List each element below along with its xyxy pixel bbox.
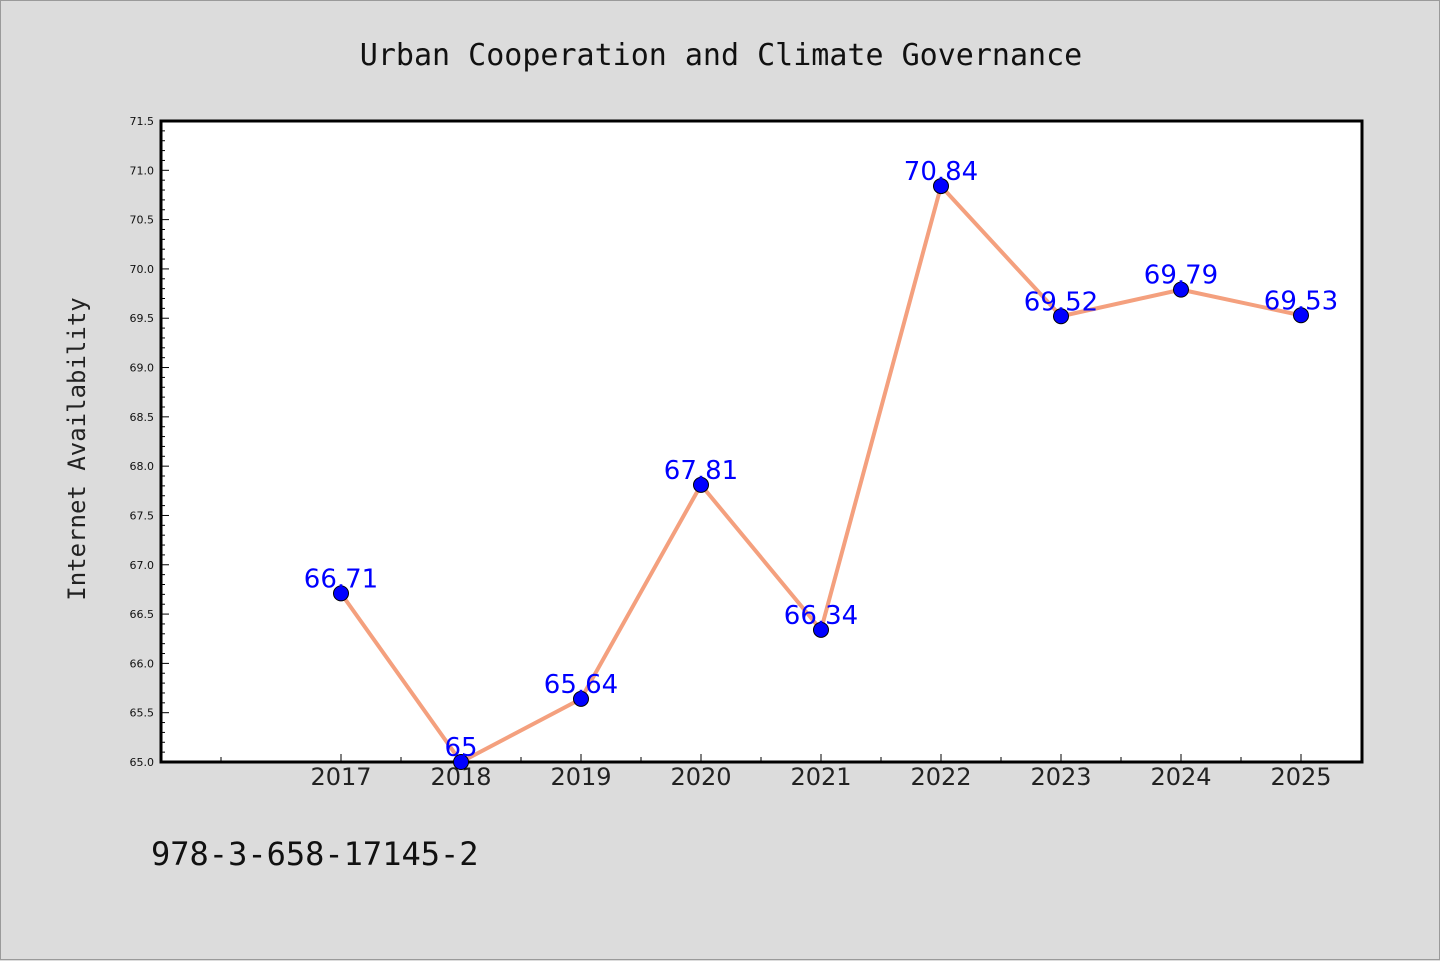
data-label: 66.34 — [784, 601, 858, 631]
data-label: 67.81 — [664, 456, 738, 486]
data-label: 69.52 — [1024, 287, 1098, 317]
data-label: 69.79 — [1144, 261, 1218, 291]
y-tick-label: 67.0 — [130, 559, 155, 572]
data-point — [693, 476, 709, 493]
y-tick-label: 69.5 — [130, 312, 155, 325]
y-tick-label: 65.5 — [130, 707, 155, 720]
y-axis-label: Internet Availability — [63, 297, 91, 600]
chart-title: Urban Cooperation and Climate Governance — [360, 38, 1082, 73]
y-axis-ticks: 65.0 65.5 66.0 66.5 67.0 67.5 68.0 68.5 69.0 69.5… — [130, 115, 169, 769]
data-point — [573, 690, 589, 707]
x-tick-label: 2024 — [1150, 763, 1211, 791]
y-tick-label: 68.0 — [130, 460, 155, 473]
x-tick-label: 2021 — [790, 763, 851, 791]
x-tick-label: 2022 — [910, 763, 971, 791]
y-tick-label: 68.5 — [130, 411, 155, 424]
data-point — [333, 585, 349, 602]
isbn-footer: 978-3-658-17145-2 — [151, 835, 479, 873]
data-point — [813, 621, 829, 638]
data-point — [1293, 307, 1309, 324]
x-tick-label: 2017 — [310, 763, 371, 791]
data-label: 69.53 — [1264, 286, 1338, 316]
x-tick-label: 2023 — [1030, 763, 1091, 791]
x-tick-label: 2025 — [1270, 763, 1331, 791]
y-tick-label: 70.0 — [130, 263, 155, 276]
y-tick-label: 67.5 — [130, 509, 155, 522]
y-tick-label: 71.5 — [130, 115, 155, 128]
plot-area — [159, 119, 1364, 764]
data-point — [1053, 308, 1069, 325]
data-label: 65.64 — [544, 670, 618, 700]
x-tick-label: 2019 — [550, 763, 611, 791]
data-point — [453, 754, 469, 770]
y-tick-label: 70.5 — [130, 214, 155, 227]
y-tick-label: 66.5 — [130, 608, 155, 621]
data-label: 66.71 — [304, 564, 378, 594]
data-label: 65 — [444, 733, 477, 763]
x-axis-ticks: 2017 2018 2019 2020 2021 2022 2023 2024 2025 — [220, 754, 1362, 791]
data-point — [933, 178, 949, 195]
data-markers — [333, 178, 1309, 770]
data-label: 70.84 — [904, 157, 978, 187]
y-tick-label: 69.0 — [130, 362, 155, 375]
y-tick-label: 65.0 — [130, 756, 155, 769]
y-tick-label: 66.0 — [130, 657, 155, 670]
data-labels: 66.71 65 65.64 67.81 66.34 70.84 69.52 69.79 69.… — [304, 157, 1338, 763]
y-tick-label: 71.0 — [130, 164, 155, 177]
x-tick-label: 2020 — [670, 763, 731, 791]
data-point — [1173, 281, 1189, 298]
